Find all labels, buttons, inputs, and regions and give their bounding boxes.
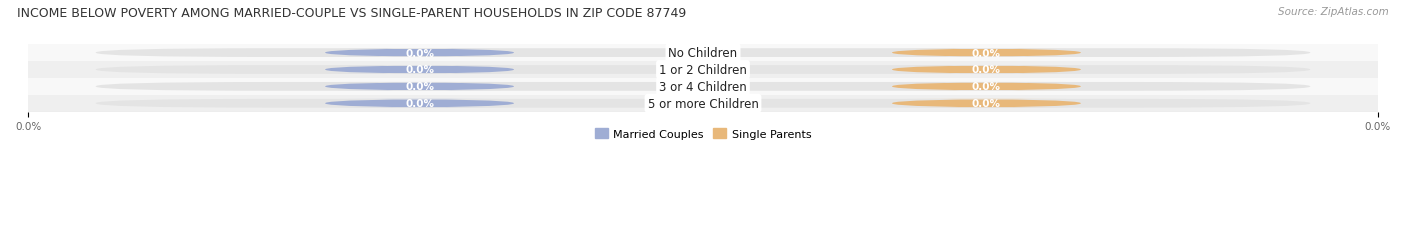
Text: INCOME BELOW POVERTY AMONG MARRIED-COUPLE VS SINGLE-PARENT HOUSEHOLDS IN ZIP COD: INCOME BELOW POVERTY AMONG MARRIED-COUPL… (17, 7, 686, 20)
Bar (28, 79, 1378, 95)
FancyBboxPatch shape (96, 66, 1310, 75)
Legend: Married Couples, Single Parents: Married Couples, Single Parents (591, 125, 815, 144)
FancyBboxPatch shape (325, 83, 515, 91)
Text: 0.0%: 0.0% (972, 82, 1001, 92)
Text: 0.0%: 0.0% (972, 48, 1001, 58)
Text: 0.0%: 0.0% (405, 99, 434, 109)
FancyBboxPatch shape (891, 66, 1081, 75)
FancyBboxPatch shape (325, 99, 515, 108)
Bar (28, 95, 1378, 112)
Text: 0.0%: 0.0% (972, 65, 1001, 75)
FancyBboxPatch shape (325, 49, 515, 58)
Text: Source: ZipAtlas.com: Source: ZipAtlas.com (1278, 7, 1389, 17)
Text: 0.0%: 0.0% (405, 65, 434, 75)
Text: 5 or more Children: 5 or more Children (648, 97, 758, 110)
Text: 0.0%: 0.0% (972, 99, 1001, 109)
Text: 0.0%: 0.0% (405, 48, 434, 58)
Bar (28, 45, 1378, 62)
FancyBboxPatch shape (325, 66, 515, 75)
FancyBboxPatch shape (96, 49, 1310, 58)
Text: 3 or 4 Children: 3 or 4 Children (659, 81, 747, 94)
Text: 0.0%: 0.0% (405, 82, 434, 92)
Text: 1 or 2 Children: 1 or 2 Children (659, 64, 747, 77)
FancyBboxPatch shape (891, 49, 1081, 58)
Bar (28, 62, 1378, 79)
FancyBboxPatch shape (96, 99, 1310, 108)
FancyBboxPatch shape (891, 99, 1081, 108)
Text: No Children: No Children (668, 47, 738, 60)
FancyBboxPatch shape (96, 83, 1310, 91)
FancyBboxPatch shape (891, 83, 1081, 91)
